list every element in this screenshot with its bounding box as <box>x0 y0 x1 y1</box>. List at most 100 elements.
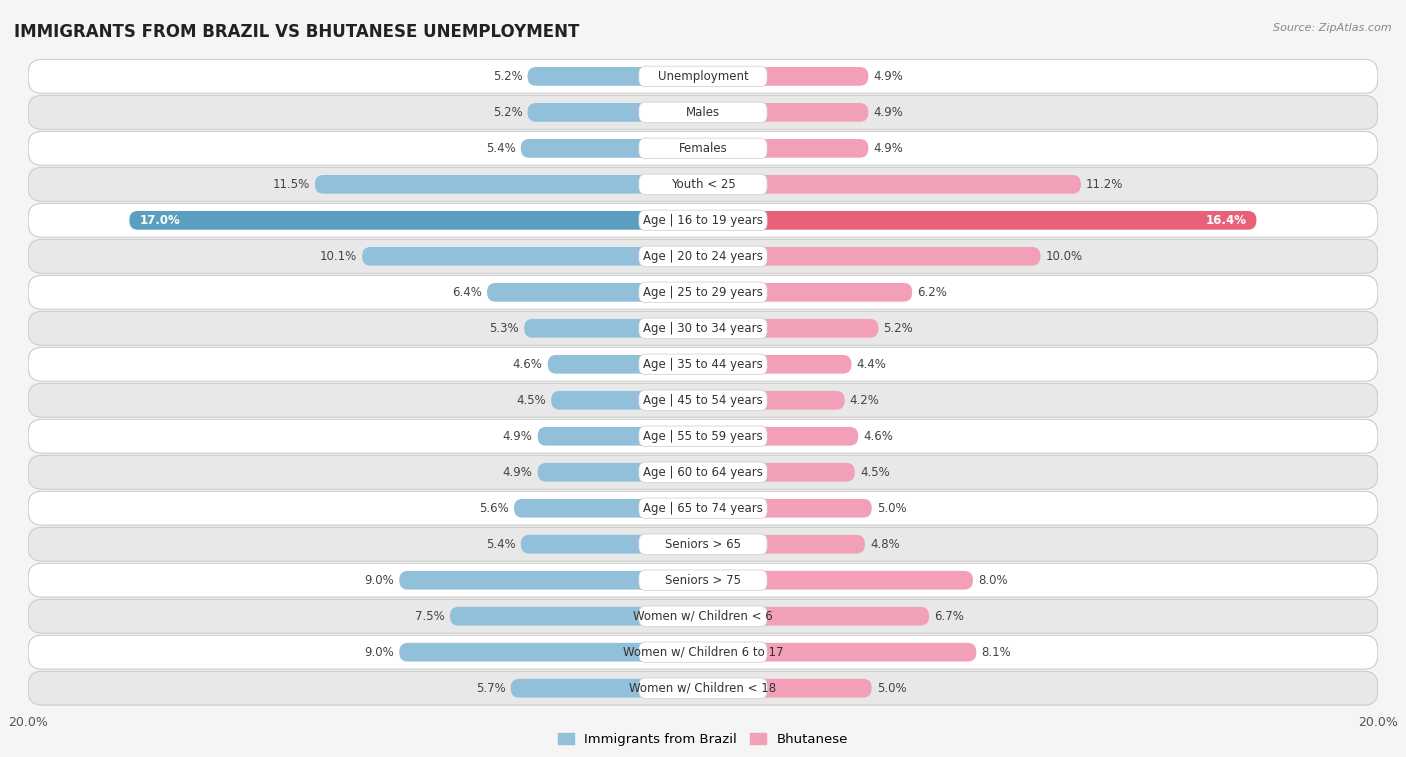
FancyBboxPatch shape <box>703 139 869 157</box>
FancyBboxPatch shape <box>703 679 872 697</box>
Text: Women w/ Children < 6: Women w/ Children < 6 <box>633 609 773 623</box>
Text: Women w/ Children < 18: Women w/ Children < 18 <box>630 682 776 695</box>
Text: 9.0%: 9.0% <box>364 574 394 587</box>
Text: 9.0%: 9.0% <box>364 646 394 659</box>
FancyBboxPatch shape <box>638 426 768 447</box>
FancyBboxPatch shape <box>450 607 703 625</box>
FancyBboxPatch shape <box>486 283 703 302</box>
Text: 5.2%: 5.2% <box>492 70 523 83</box>
FancyBboxPatch shape <box>703 103 869 122</box>
FancyBboxPatch shape <box>28 600 1378 633</box>
Text: Age | 35 to 44 years: Age | 35 to 44 years <box>643 358 763 371</box>
FancyBboxPatch shape <box>515 499 703 518</box>
Text: Seniors > 75: Seniors > 75 <box>665 574 741 587</box>
Text: 8.0%: 8.0% <box>979 574 1008 587</box>
FancyBboxPatch shape <box>520 139 703 157</box>
FancyBboxPatch shape <box>510 679 703 697</box>
Text: 5.4%: 5.4% <box>486 142 516 155</box>
FancyBboxPatch shape <box>638 462 768 482</box>
Text: 11.2%: 11.2% <box>1085 178 1123 191</box>
FancyBboxPatch shape <box>638 246 768 266</box>
FancyBboxPatch shape <box>703 643 976 662</box>
Text: Age | 30 to 34 years: Age | 30 to 34 years <box>643 322 763 335</box>
Text: 4.9%: 4.9% <box>503 466 533 478</box>
Text: 4.6%: 4.6% <box>863 430 893 443</box>
FancyBboxPatch shape <box>638 66 768 86</box>
Text: 5.7%: 5.7% <box>475 682 506 695</box>
FancyBboxPatch shape <box>703 391 845 410</box>
Text: 4.9%: 4.9% <box>873 70 903 83</box>
FancyBboxPatch shape <box>527 103 703 122</box>
Text: Age | 25 to 29 years: Age | 25 to 29 years <box>643 286 763 299</box>
FancyBboxPatch shape <box>703 607 929 625</box>
FancyBboxPatch shape <box>28 204 1378 237</box>
Text: 5.2%: 5.2% <box>492 106 523 119</box>
FancyBboxPatch shape <box>28 528 1378 561</box>
Text: Males: Males <box>686 106 720 119</box>
Text: Age | 65 to 74 years: Age | 65 to 74 years <box>643 502 763 515</box>
FancyBboxPatch shape <box>703 211 1257 229</box>
Text: 4.9%: 4.9% <box>873 142 903 155</box>
Text: Youth < 25: Youth < 25 <box>671 178 735 191</box>
FancyBboxPatch shape <box>638 210 768 231</box>
FancyBboxPatch shape <box>548 355 703 374</box>
FancyBboxPatch shape <box>703 499 872 518</box>
FancyBboxPatch shape <box>537 427 703 446</box>
Text: 17.0%: 17.0% <box>139 213 180 227</box>
Text: 5.6%: 5.6% <box>479 502 509 515</box>
FancyBboxPatch shape <box>527 67 703 86</box>
FancyBboxPatch shape <box>638 318 768 338</box>
FancyBboxPatch shape <box>28 671 1378 705</box>
Text: Seniors > 65: Seniors > 65 <box>665 537 741 551</box>
FancyBboxPatch shape <box>638 390 768 410</box>
FancyBboxPatch shape <box>28 383 1378 417</box>
FancyBboxPatch shape <box>28 132 1378 165</box>
FancyBboxPatch shape <box>638 642 768 662</box>
Text: 5.3%: 5.3% <box>489 322 519 335</box>
FancyBboxPatch shape <box>638 174 768 195</box>
FancyBboxPatch shape <box>638 534 768 554</box>
Text: 11.5%: 11.5% <box>273 178 309 191</box>
Text: 4.2%: 4.2% <box>849 394 880 407</box>
FancyBboxPatch shape <box>703 247 1040 266</box>
Text: 6.2%: 6.2% <box>917 286 948 299</box>
FancyBboxPatch shape <box>28 167 1378 201</box>
FancyBboxPatch shape <box>28 60 1378 93</box>
FancyBboxPatch shape <box>363 247 703 266</box>
Text: 4.6%: 4.6% <box>513 358 543 371</box>
FancyBboxPatch shape <box>703 571 973 590</box>
FancyBboxPatch shape <box>129 211 703 229</box>
FancyBboxPatch shape <box>703 463 855 481</box>
FancyBboxPatch shape <box>638 678 768 699</box>
FancyBboxPatch shape <box>28 635 1378 669</box>
FancyBboxPatch shape <box>28 491 1378 525</box>
FancyBboxPatch shape <box>638 102 768 123</box>
FancyBboxPatch shape <box>703 67 869 86</box>
Text: Age | 20 to 24 years: Age | 20 to 24 years <box>643 250 763 263</box>
Text: IMMIGRANTS FROM BRAZIL VS BHUTANESE UNEMPLOYMENT: IMMIGRANTS FROM BRAZIL VS BHUTANESE UNEM… <box>14 23 579 41</box>
Text: Females: Females <box>679 142 727 155</box>
FancyBboxPatch shape <box>520 535 703 553</box>
FancyBboxPatch shape <box>28 563 1378 597</box>
Text: 10.1%: 10.1% <box>321 250 357 263</box>
Text: 4.9%: 4.9% <box>503 430 533 443</box>
Text: 10.0%: 10.0% <box>1046 250 1083 263</box>
FancyBboxPatch shape <box>638 570 768 590</box>
Text: 16.4%: 16.4% <box>1205 213 1246 227</box>
Legend: Immigrants from Brazil, Bhutanese: Immigrants from Brazil, Bhutanese <box>553 727 853 751</box>
FancyBboxPatch shape <box>28 239 1378 273</box>
FancyBboxPatch shape <box>28 456 1378 489</box>
Text: 5.2%: 5.2% <box>883 322 914 335</box>
Text: 6.4%: 6.4% <box>453 286 482 299</box>
FancyBboxPatch shape <box>551 391 703 410</box>
FancyBboxPatch shape <box>703 355 852 374</box>
Text: Women w/ Children 6 to 17: Women w/ Children 6 to 17 <box>623 646 783 659</box>
FancyBboxPatch shape <box>703 319 879 338</box>
Text: 4.9%: 4.9% <box>873 106 903 119</box>
Text: 8.1%: 8.1% <box>981 646 1011 659</box>
Text: 5.4%: 5.4% <box>486 537 516 551</box>
FancyBboxPatch shape <box>638 354 768 375</box>
Text: Age | 45 to 54 years: Age | 45 to 54 years <box>643 394 763 407</box>
FancyBboxPatch shape <box>703 535 865 553</box>
Text: 5.0%: 5.0% <box>877 682 907 695</box>
